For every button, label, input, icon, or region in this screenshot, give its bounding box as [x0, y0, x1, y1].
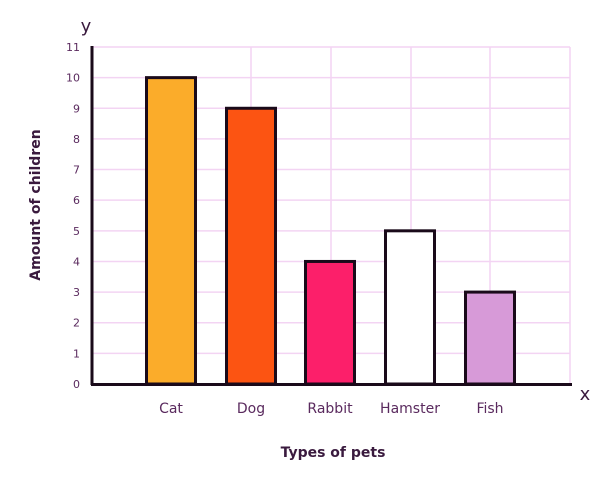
- bar-dog: [225, 106, 277, 386]
- x-tick-labels: Cat Dog Rabbit Hamster Fish: [159, 401, 503, 417]
- x-tick-label: Fish: [476, 401, 503, 417]
- bar-cat: [145, 76, 197, 386]
- x-axis-title: Types of pets: [281, 445, 386, 461]
- y-tick-labels: 0 1 2 3 4 5 6 7 8 9 10 11: [66, 41, 80, 391]
- y-tick-label: 0: [73, 378, 80, 391]
- y-tick-label: 5: [73, 225, 80, 238]
- x-tick-label: Cat: [159, 401, 183, 417]
- y-tick-label: 1: [73, 347, 80, 360]
- y-tick-label: 11: [66, 41, 80, 54]
- bar-hamster: [384, 229, 436, 386]
- x-tick-label: Dog: [237, 401, 265, 417]
- bars: [145, 76, 516, 386]
- bar-fish: [464, 290, 516, 386]
- y-axis-letter: y: [81, 16, 92, 37]
- axes: [90, 46, 572, 386]
- y-tick-label: 10: [66, 72, 80, 85]
- x-tick-label: Hamster: [380, 401, 440, 417]
- y-tick-label: 3: [73, 286, 80, 299]
- y-tick-label: 2: [73, 317, 80, 330]
- y-tick-label: 4: [73, 255, 80, 268]
- x-tick-label: Rabbit: [307, 401, 353, 417]
- y-tick-label: 6: [73, 194, 80, 207]
- bar-rabbit: [304, 259, 356, 386]
- y-axis-title: Amount of children: [28, 129, 44, 280]
- y-tick-label: 9: [73, 102, 80, 115]
- y-tick-label: 7: [73, 164, 80, 177]
- x-axis-letter: x: [580, 384, 591, 405]
- y-tick-label: 8: [73, 133, 80, 146]
